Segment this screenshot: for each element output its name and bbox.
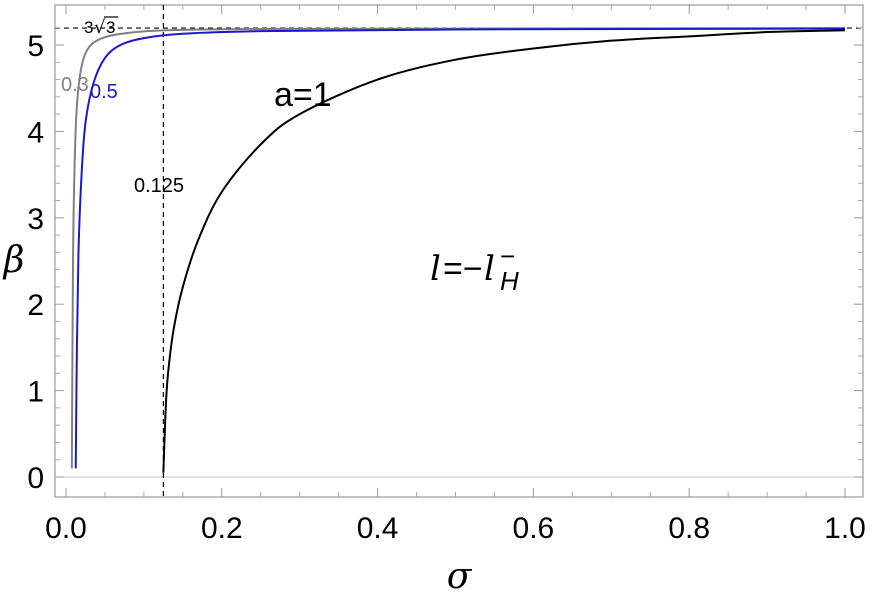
series-label-0.5: 0.5 [90,81,118,103]
x-tick-label: 0.8 [668,512,710,545]
y-tick-label: 0 [27,462,44,495]
y-ticks: 0 1 2 3 4 5 [27,27,863,495]
series-line-1 [74,27,846,469]
x-ticks: 0.0 0.2 0.4 0.6 0.8 1.0 [45,5,866,545]
case-annotation-eq: =− [443,250,483,288]
y-tick-label: 2 [27,289,44,322]
x-axis-label: σ [447,556,473,596]
y-tick-label: 5 [27,30,44,63]
x-tick-label: 0.4 [357,512,399,545]
case-annotation-sub: H [500,266,519,296]
vertical-marker-label: 0.125 [134,175,184,197]
y-tick-label: 1 [27,376,44,409]
x-tick-label: 0.6 [513,512,555,545]
case-annotation: l =− l − H [430,241,519,296]
asymptote-label-coef: 3 [84,18,93,37]
series-line-0 [70,27,846,469]
y-axis-label: β [2,240,25,281]
series-line-2 [162,29,846,473]
series-lines [70,27,846,473]
x-tick-label: 0.0 [45,512,87,545]
case-annotation-rhs: l [484,249,495,289]
case-annotation-lhs: l [430,249,441,289]
x-tick-label: 0.2 [201,512,243,545]
series-label-a1: a=1 [274,76,332,114]
x-tick-label: 1.0 [824,512,866,545]
case-annotation-sup: − [500,241,515,271]
asymptote-label: 3 √ 3 [84,16,118,38]
y-tick-label: 3 [27,203,44,236]
asymptote-radical-sign: √ [94,17,106,38]
y-tick-label: 4 [27,116,44,149]
asymptote-label-radicand: 3 [106,18,115,37]
plot-frame [54,4,864,498]
series-label-0.3: 0.3 [61,74,89,96]
